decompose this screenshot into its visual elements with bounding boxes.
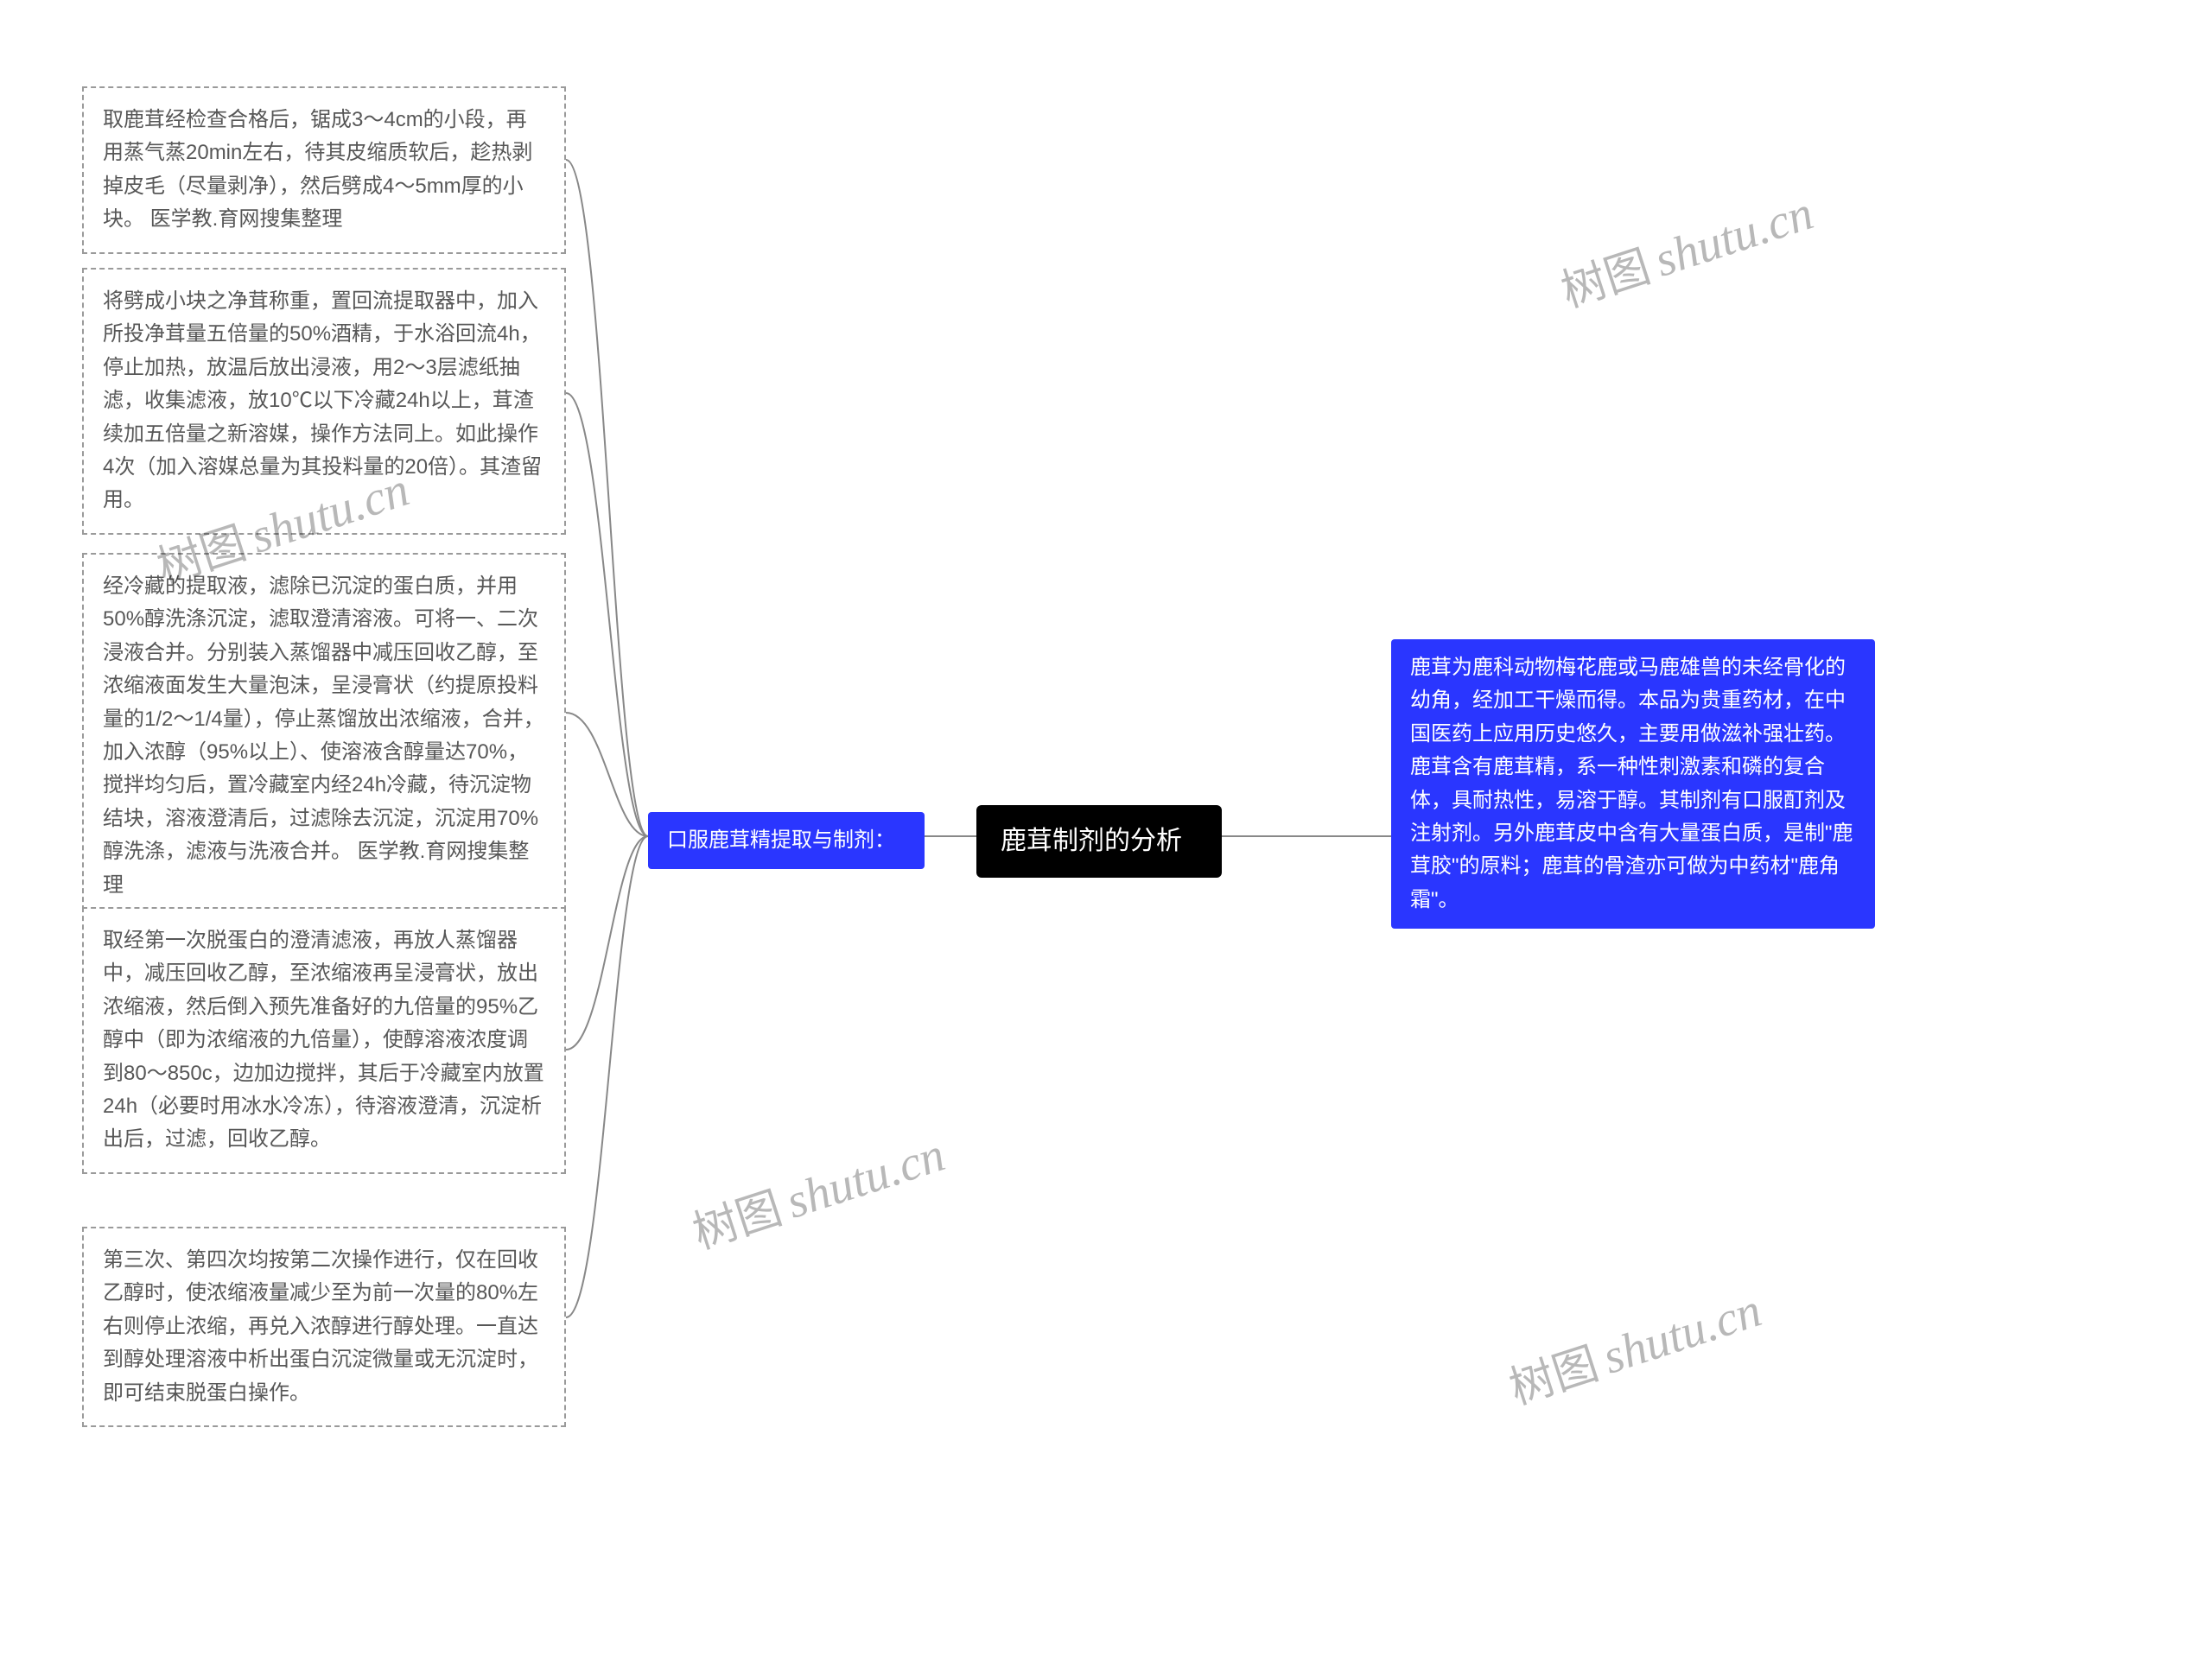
connector [566,836,648,1050]
watermark: 树图shutu.cn [683,1119,952,1261]
watermark-cn: 树图 [1555,243,1656,317]
step-4-node[interactable]: 取经第一次脱蛋白的澄清滤液，再放人蒸馏器中，减压回收乙醇，至浓缩液再呈浸膏状，放… [82,907,566,1174]
watermark-cn: 树图 [687,1184,788,1259]
step-1-node[interactable]: 取鹿茸经检查合格后，锯成3～4cm的小段，再用蒸气蒸20min左右，待其皮缩质软… [82,86,566,254]
watermark: 树图shutu.cn [1552,177,1821,320]
connector [566,713,648,836]
intro-node[interactable]: 鹿茸为鹿科动物梅花鹿或马鹿雄兽的未经骨化的幼角，经加工干燥而得。本品为贵重药材，… [1391,639,1875,929]
connector [566,393,648,836]
watermark-en: shutu.cn [1649,187,1820,288]
step-3-node[interactable]: 经冷藏的提取液，滤除已沉淀的蛋白质，并用50%醇洗涤沉淀，滤取澄清溶液。可将一、… [82,553,566,919]
watermark-en: shutu.cn [780,1128,951,1229]
connector [566,836,648,1317]
connector [566,160,648,836]
watermark: 树图shutu.cn [1500,1274,1769,1417]
watermark-cn: 树图 [1503,1340,1605,1414]
root-node[interactable]: 鹿茸制剂的分析 [976,805,1222,878]
watermark-en: shutu.cn [1597,1284,1768,1385]
step-5-node[interactable]: 第三次、第四次均按第二次操作进行，仅在回收乙醇时，使浓缩液量减少至为前一次量的8… [82,1227,566,1427]
oral-node[interactable]: 口服鹿茸精提取与制剂： [648,812,925,869]
step-2-node[interactable]: 将劈成小块之净茸称重，置回流提取器中，加入所投净茸量五倍量的50%酒精，于水浴回… [82,268,566,535]
